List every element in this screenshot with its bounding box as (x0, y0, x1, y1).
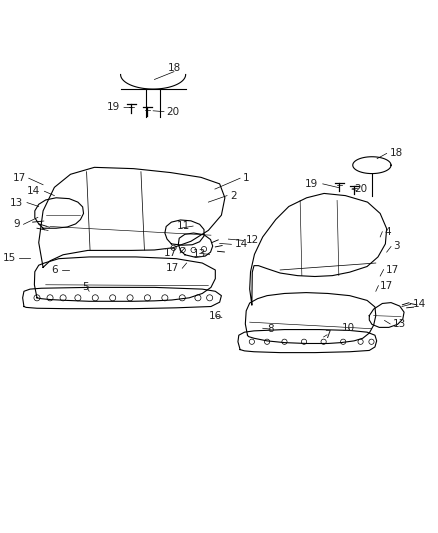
Text: 13: 13 (392, 319, 406, 329)
Text: 17: 17 (385, 264, 399, 274)
Text: 14: 14 (413, 300, 426, 309)
Text: 2: 2 (230, 191, 237, 200)
Text: 17: 17 (380, 281, 393, 290)
Text: 15: 15 (3, 253, 16, 263)
Text: 5: 5 (82, 282, 89, 292)
Text: 18: 18 (167, 63, 180, 73)
Text: 7: 7 (324, 330, 330, 340)
Text: 17: 17 (163, 248, 177, 258)
Text: 6: 6 (52, 264, 58, 274)
Text: 8: 8 (267, 324, 274, 334)
Text: 16: 16 (209, 311, 223, 321)
Text: 19: 19 (305, 179, 318, 189)
Text: 17: 17 (12, 173, 26, 183)
Text: 3: 3 (393, 241, 400, 252)
Text: 11: 11 (177, 221, 190, 231)
Text: 20: 20 (354, 184, 367, 194)
Text: 18: 18 (390, 148, 403, 158)
Text: 1: 1 (243, 173, 250, 183)
Text: 12: 12 (246, 236, 259, 245)
Text: 9: 9 (14, 219, 20, 229)
Text: 14: 14 (234, 239, 248, 249)
Text: 20: 20 (166, 107, 179, 117)
Text: 13: 13 (193, 249, 206, 260)
Text: 13: 13 (10, 198, 24, 207)
Text: 4: 4 (385, 227, 391, 237)
Text: 19: 19 (106, 102, 120, 112)
Text: 14: 14 (27, 186, 40, 196)
Text: 10: 10 (342, 323, 355, 333)
Text: 17: 17 (166, 263, 179, 273)
